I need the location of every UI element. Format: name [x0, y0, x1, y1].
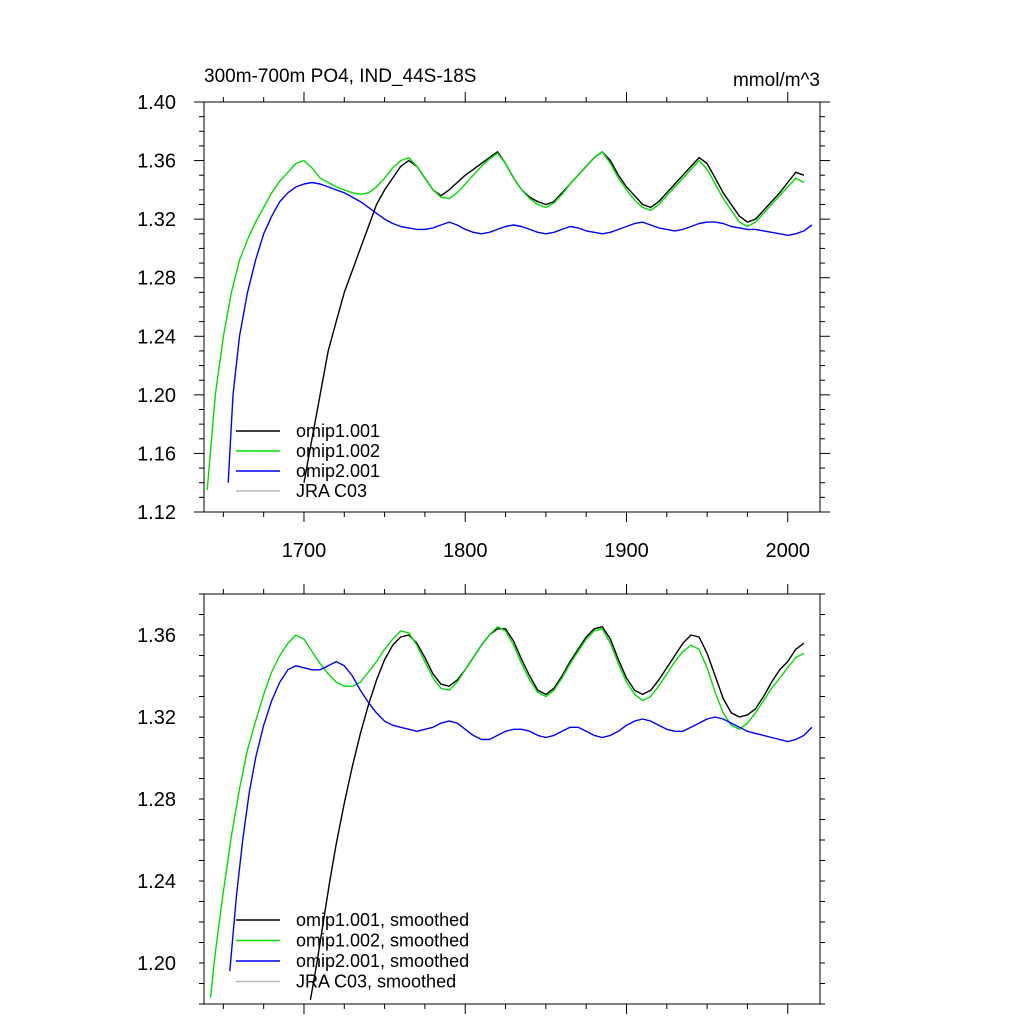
top-xtick-label: 1900: [604, 540, 649, 562]
top-xtick-label: 1700: [282, 540, 327, 562]
bottom-series-1-line: [309, 626, 805, 1001]
top-legend-label: omip1.002: [296, 441, 380, 461]
top-ytick-label: 1.40: [137, 92, 176, 114]
top-xtick-label: 2000: [765, 540, 810, 562]
bottom-ticks: 1.20 1.24 1.28 1.32 1.36: [137, 584, 825, 1014]
bottom-series-3-line: [229, 660, 813, 972]
top-ytick-label: 1.12: [137, 502, 176, 524]
bottom-panel: 1.20 1.24 1.28 1.32 1.36 omip1.001, smoothed…: [137, 584, 825, 1014]
bottom-legend-label: omip2.001, smoothed: [296, 951, 469, 971]
top-panel: 300m-700m PO4, IND_44S-18S mmol/m^3 1700…: [137, 66, 830, 562]
top-legend-label: omip1.001: [296, 421, 380, 441]
top-series-3-line: [227, 181, 813, 483]
top-series-2-line: [206, 151, 805, 491]
top-ytick-label: 1.24: [137, 326, 176, 348]
units-label: mmol/m^3: [733, 70, 820, 91]
chart-title: 300m-700m PO4, IND_44S-18S: [204, 66, 476, 87]
bottom-legend-label: JRA C03, smoothed: [296, 972, 456, 992]
top-series-lines: [206, 151, 813, 491]
top-ytick-label: 1.36: [137, 151, 176, 173]
top-ticks: 1700 1800 1900 2000 1.12 1.16 1.20 1.24 1.28 1.32…: [137, 92, 830, 562]
top-ytick-label: 1.28: [137, 268, 176, 290]
bottom-ytick-label: 1.36: [137, 625, 176, 647]
bottom-series-lines: [209, 626, 813, 1001]
top-ytick-label: 1.16: [137, 443, 176, 465]
bottom-series-2-line: [209, 626, 805, 998]
top-plot-frame: [203, 101, 821, 513]
top-legend-label: JRA C03: [296, 481, 367, 501]
top-series-1-line: [303, 151, 805, 483]
bottom-ytick-label: 1.28: [137, 789, 176, 811]
bottom-plot-frame: [203, 593, 821, 1005]
bottom-legend-label: omip1.001, smoothed: [296, 910, 469, 930]
top-legend-label: omip2.001: [296, 461, 380, 481]
bottom-ytick-label: 1.24: [137, 871, 176, 893]
bottom-ytick-label: 1.20: [137, 953, 176, 975]
bottom-legend-label: omip1.002, smoothed: [296, 931, 469, 951]
top-ytick-label: 1.20: [137, 385, 176, 407]
bottom-ytick-label: 1.32: [137, 707, 176, 729]
top-ytick-label: 1.32: [137, 209, 176, 231]
top-xtick-label: 1800: [443, 540, 488, 562]
